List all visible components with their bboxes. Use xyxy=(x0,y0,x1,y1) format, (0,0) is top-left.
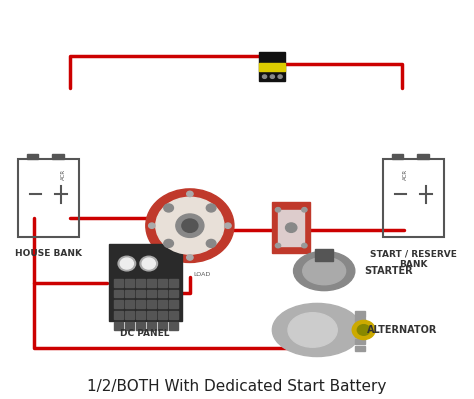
Bar xyxy=(169,279,178,286)
Bar xyxy=(147,300,156,308)
Bar xyxy=(383,159,444,237)
Ellipse shape xyxy=(303,257,346,285)
Bar xyxy=(147,290,156,297)
Bar xyxy=(417,154,429,159)
Bar xyxy=(114,322,123,330)
Circle shape xyxy=(146,189,234,263)
Circle shape xyxy=(302,243,307,248)
Circle shape xyxy=(278,75,282,78)
Bar xyxy=(126,322,134,330)
Circle shape xyxy=(206,239,216,247)
Text: ALTERNATOR: ALTERNATOR xyxy=(366,325,437,335)
Bar xyxy=(126,279,134,286)
Bar xyxy=(137,290,145,297)
Bar xyxy=(158,311,167,319)
Text: DC PANEL: DC PANEL xyxy=(120,329,170,338)
Circle shape xyxy=(285,223,297,232)
Bar xyxy=(169,311,178,319)
Bar xyxy=(137,311,145,319)
Circle shape xyxy=(352,320,375,340)
Circle shape xyxy=(270,75,274,78)
Bar xyxy=(52,154,64,159)
Circle shape xyxy=(120,258,133,269)
Bar xyxy=(126,311,134,319)
Text: ACR: ACR xyxy=(61,169,66,180)
Bar xyxy=(147,279,156,286)
Bar xyxy=(169,322,178,330)
Circle shape xyxy=(149,223,155,228)
Bar xyxy=(259,51,285,81)
Bar xyxy=(147,322,156,330)
Text: LOAD: LOAD xyxy=(194,273,211,277)
Bar xyxy=(169,290,178,297)
Bar xyxy=(355,318,365,324)
Circle shape xyxy=(156,197,224,254)
Bar xyxy=(137,300,145,308)
Ellipse shape xyxy=(288,313,337,347)
Bar xyxy=(114,300,123,308)
Bar xyxy=(137,322,145,330)
Bar xyxy=(114,311,123,319)
Bar xyxy=(392,154,403,159)
Bar xyxy=(147,311,156,319)
Bar xyxy=(278,210,304,245)
Circle shape xyxy=(187,191,193,197)
Bar xyxy=(355,339,365,344)
Circle shape xyxy=(164,239,173,247)
Bar xyxy=(169,300,178,308)
Circle shape xyxy=(275,207,281,212)
Bar xyxy=(355,346,365,351)
Ellipse shape xyxy=(293,251,355,290)
Bar xyxy=(114,279,123,286)
Text: HOUSE BANK: HOUSE BANK xyxy=(15,249,82,258)
Bar xyxy=(114,290,123,297)
Circle shape xyxy=(357,325,370,335)
Circle shape xyxy=(187,255,193,260)
Bar xyxy=(137,279,145,286)
Bar xyxy=(158,300,167,308)
Bar xyxy=(355,311,365,317)
Bar xyxy=(158,322,167,330)
Bar xyxy=(158,290,167,297)
Text: ACR: ACR xyxy=(403,169,408,180)
Circle shape xyxy=(206,204,216,212)
Bar xyxy=(18,159,79,237)
Bar xyxy=(109,244,182,321)
Bar xyxy=(126,290,134,297)
Circle shape xyxy=(182,219,198,232)
Bar xyxy=(27,154,38,159)
Circle shape xyxy=(263,75,267,78)
Circle shape xyxy=(302,207,307,212)
Text: STARTER: STARTER xyxy=(364,266,413,276)
Ellipse shape xyxy=(273,303,362,357)
Text: START / RESERVE
BANK: START / RESERVE BANK xyxy=(370,249,457,269)
Bar xyxy=(259,63,285,71)
Bar xyxy=(273,202,310,253)
Circle shape xyxy=(176,214,204,237)
Bar xyxy=(315,249,333,261)
Circle shape xyxy=(225,223,231,228)
Circle shape xyxy=(118,256,136,271)
Bar xyxy=(126,300,134,308)
Text: 1/2/BOTH With Dedicated Start Battery: 1/2/BOTH With Dedicated Start Battery xyxy=(87,379,387,394)
Circle shape xyxy=(140,256,157,271)
Bar xyxy=(355,325,365,330)
Bar xyxy=(355,332,365,338)
Circle shape xyxy=(142,258,155,269)
Circle shape xyxy=(164,204,173,212)
Circle shape xyxy=(275,243,281,248)
Bar xyxy=(158,279,167,286)
